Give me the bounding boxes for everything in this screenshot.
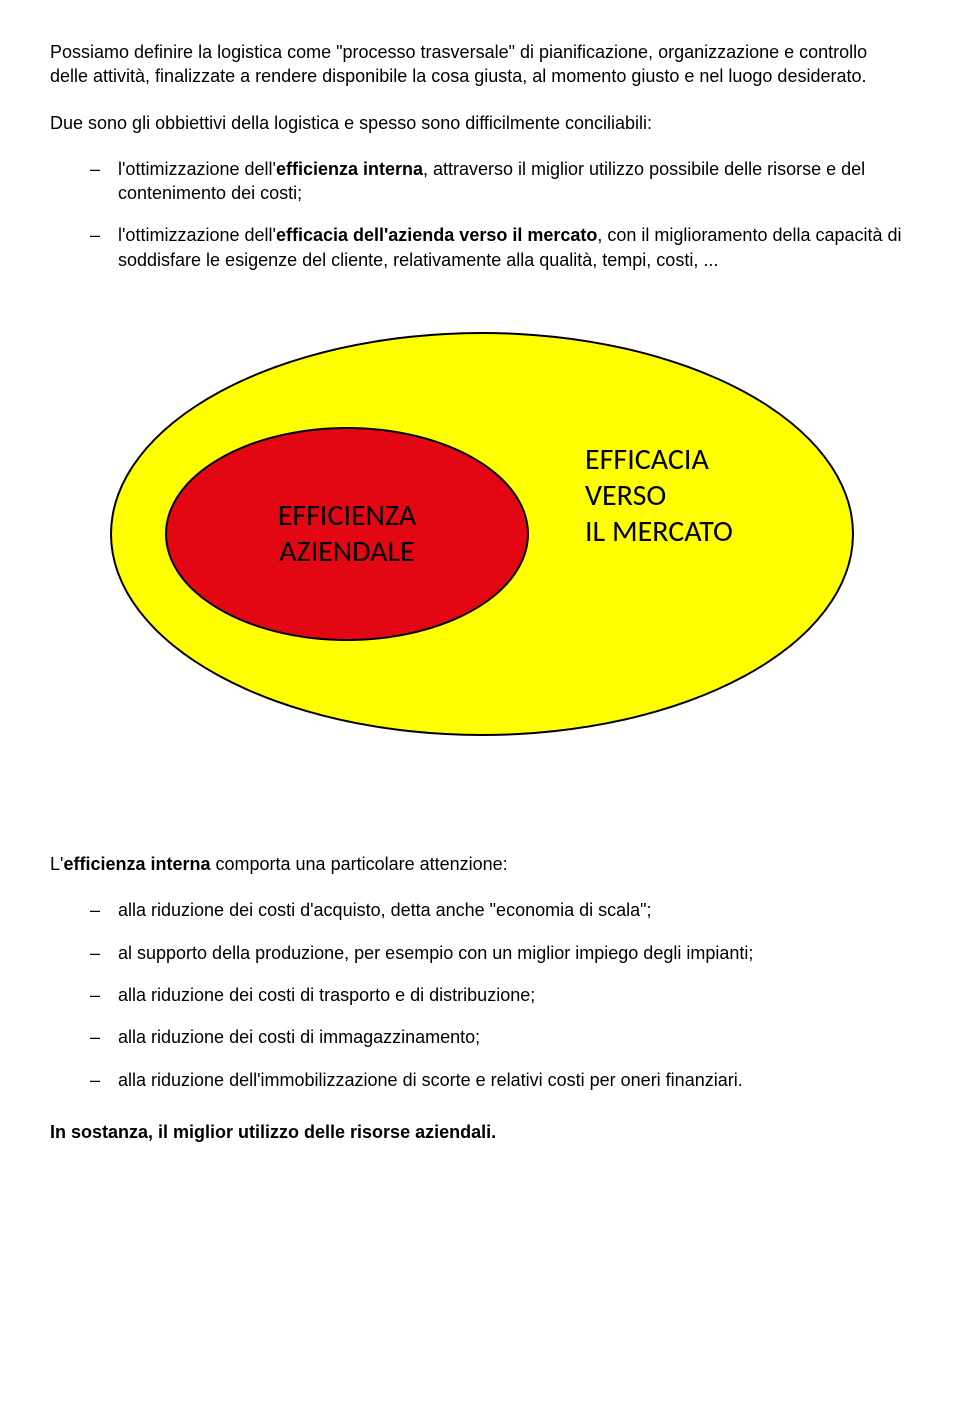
conclusion-text: In sostanza, il miglior utilizzo delle r… bbox=[50, 1122, 496, 1142]
diagram-container: EFFICIENZA AZIENDALE EFFICACIA VERSO IL … bbox=[110, 332, 850, 732]
intro-paragraph: Possiamo definire la logistica come "pro… bbox=[50, 40, 910, 89]
efficienza-list: alla riduzione dei costi d'acquisto, det… bbox=[50, 898, 910, 1091]
text-pre: L' bbox=[50, 854, 63, 874]
objectives-lead: Due sono gli obbiettivi della logistica … bbox=[50, 111, 910, 135]
inner-ellipse-label: EFFICIENZA AZIENDALE bbox=[278, 498, 417, 570]
outer-ellipse-label: EFFICACIA VERSO IL MERCATO bbox=[585, 442, 733, 550]
inner-ellipse: EFFICIENZA AZIENDALE bbox=[165, 427, 529, 641]
list-item: al supporto della produzione, per esempi… bbox=[90, 941, 910, 965]
list-item: l'ottimizzazione dell'efficacia dell'azi… bbox=[90, 223, 910, 272]
venn-diagram: EFFICIENZA AZIENDALE EFFICACIA VERSO IL … bbox=[50, 332, 910, 732]
efficienza-lead: L'efficienza interna comporta una partic… bbox=[50, 852, 910, 876]
text-pre: l'ottimizzazione dell' bbox=[118, 225, 276, 245]
text-bold: efficacia dell'azienda verso il mercato bbox=[276, 225, 597, 245]
text-pre: l'ottimizzazione dell' bbox=[118, 159, 276, 179]
conclusion-paragraph: In sostanza, il miglior utilizzo delle r… bbox=[50, 1120, 910, 1144]
list-item: l'ottimizzazione dell'efficienza interna… bbox=[90, 157, 910, 206]
list-item: alla riduzione dei costi di immagazzinam… bbox=[90, 1025, 910, 1049]
list-item: alla riduzione dei costi d'acquisto, det… bbox=[90, 898, 910, 922]
text-bold: efficienza interna bbox=[276, 159, 423, 179]
list-item: alla riduzione dei costi di trasporto e … bbox=[90, 983, 910, 1007]
objectives-list: l'ottimizzazione dell'efficienza interna… bbox=[50, 157, 910, 272]
text-post: comporta una particolare attenzione: bbox=[211, 854, 508, 874]
text-bold: efficienza interna bbox=[63, 854, 210, 874]
list-item: alla riduzione dell'immobilizzazione di … bbox=[90, 1068, 910, 1092]
